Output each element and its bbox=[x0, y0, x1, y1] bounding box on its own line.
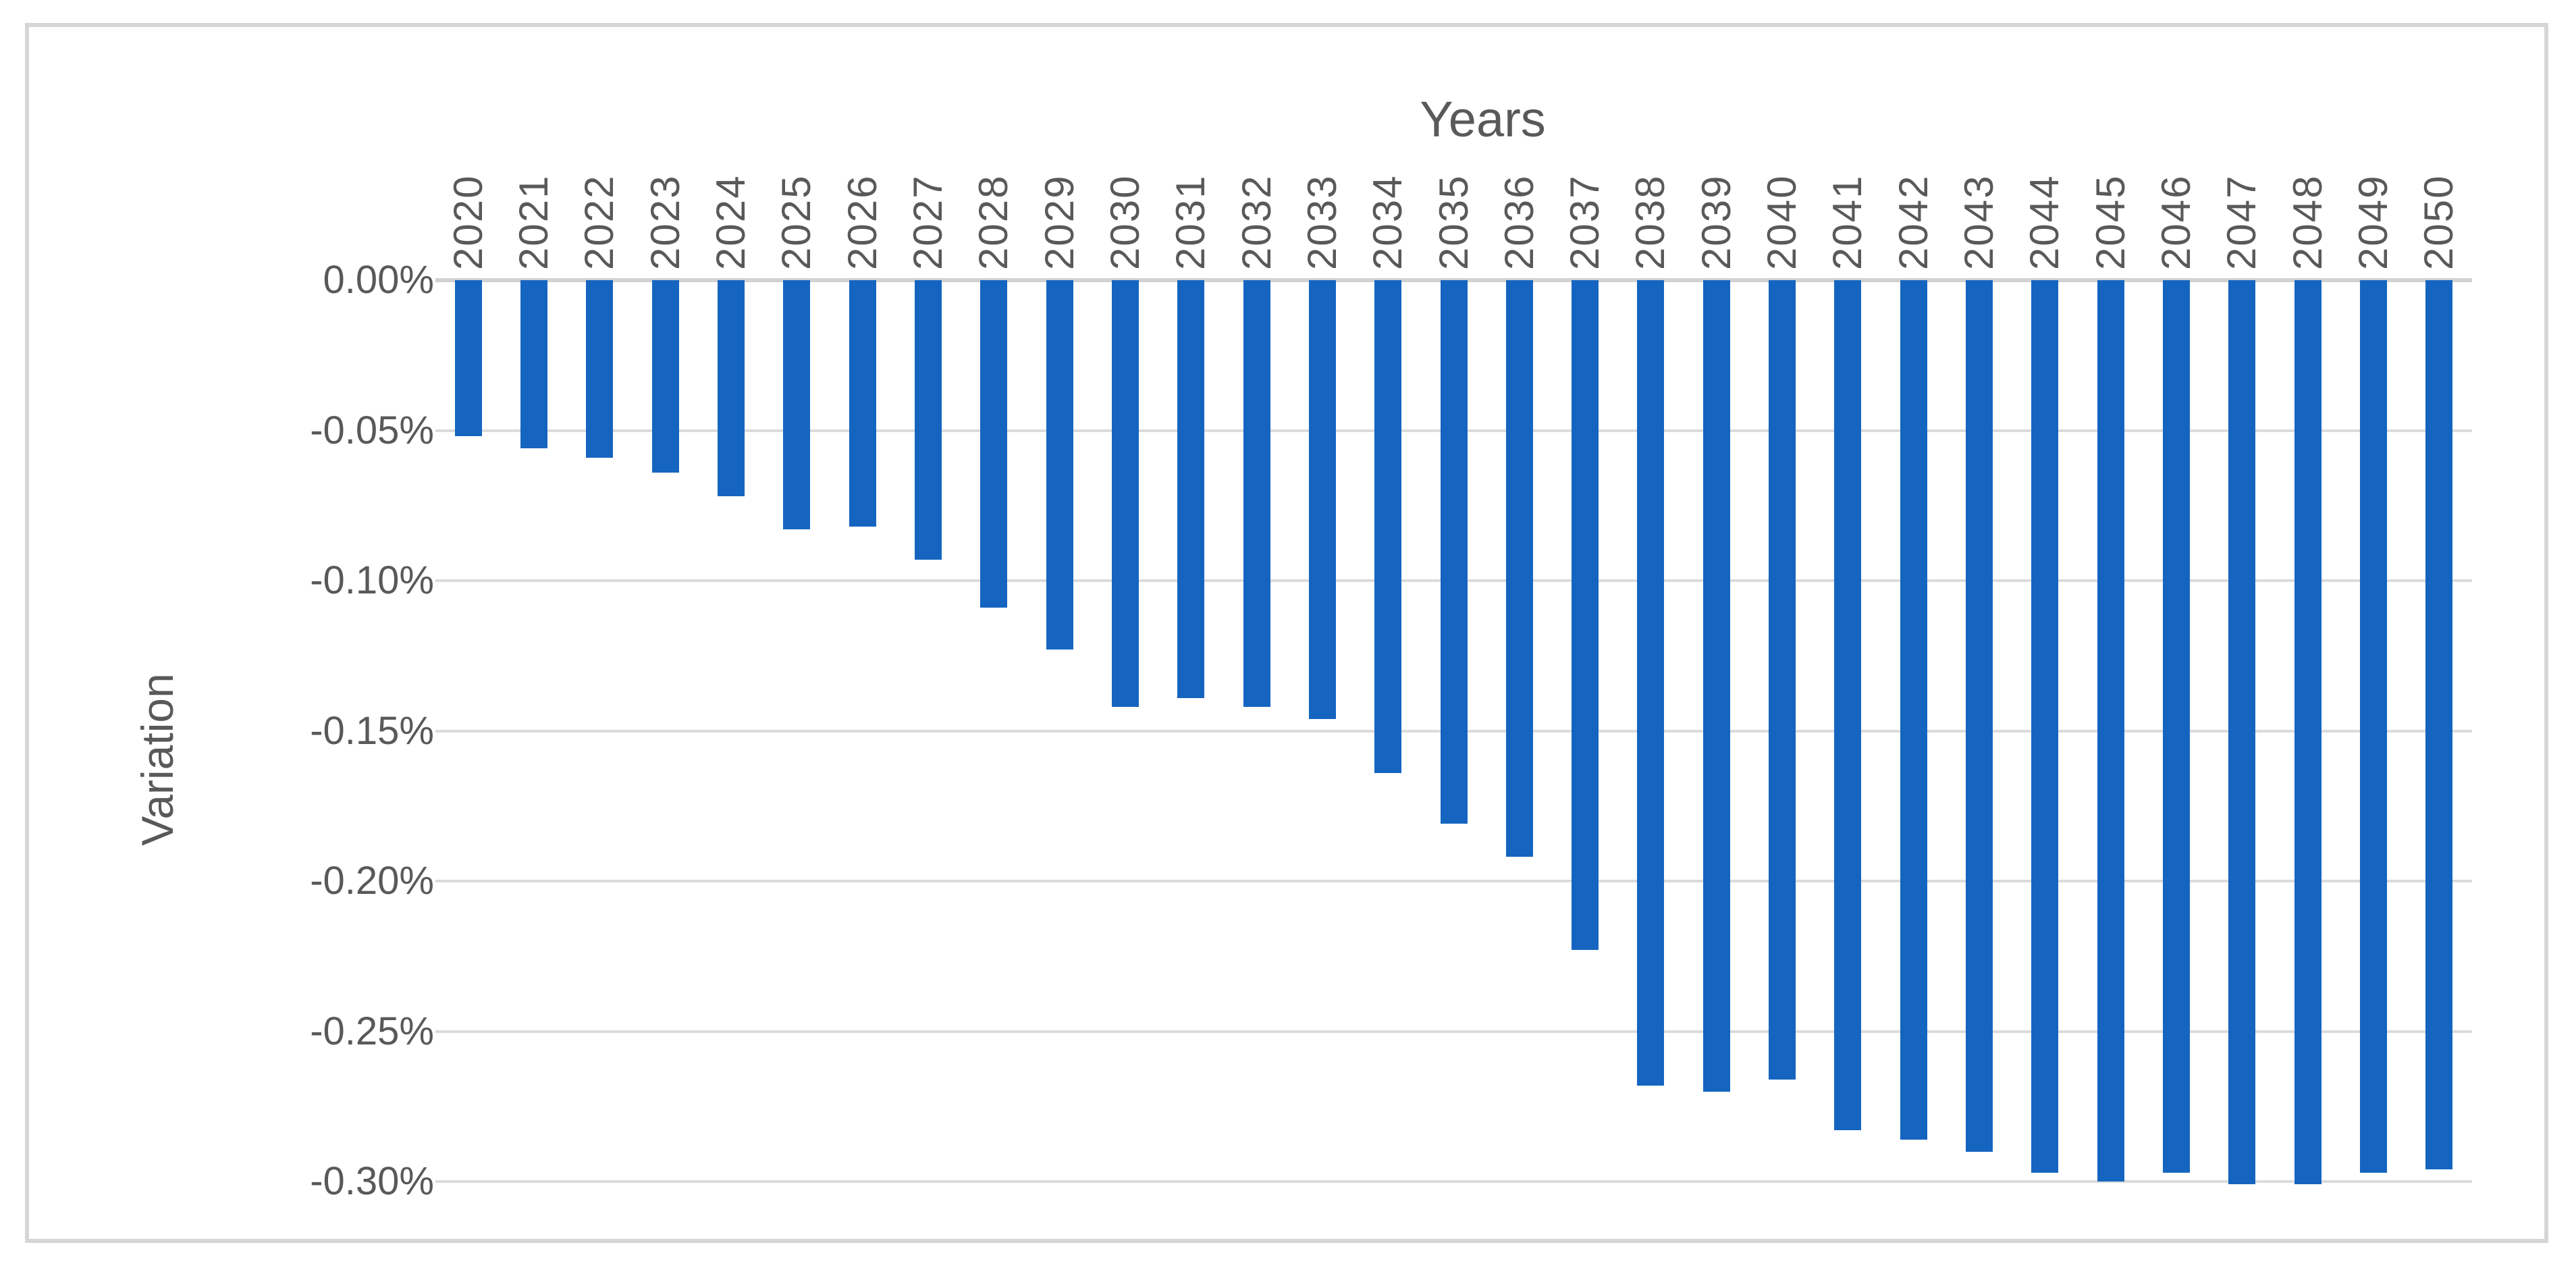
bar-2030 bbox=[1111, 280, 1139, 707]
x-tick-2042: 2042 bbox=[1890, 174, 1936, 270]
bar-2041 bbox=[1834, 280, 1862, 1131]
x-tick-2044: 2044 bbox=[2022, 174, 2068, 270]
bar-2031 bbox=[1177, 280, 1205, 698]
x-tick-2027: 2027 bbox=[905, 174, 950, 270]
gridline--0.20% bbox=[435, 880, 2472, 882]
x-tick-2030: 2030 bbox=[1102, 174, 1148, 270]
y-tick--0.05%: -0.05% bbox=[310, 408, 434, 452]
y-axis-title: Variation bbox=[132, 673, 182, 846]
bar-2035 bbox=[1440, 280, 1468, 824]
bar-2039 bbox=[1702, 280, 1730, 1092]
x-tick-2026: 2026 bbox=[839, 174, 885, 270]
bar-2037 bbox=[1572, 280, 1599, 951]
y-tick--0.30%: -0.30% bbox=[310, 1159, 434, 1203]
x-tick-2032: 2032 bbox=[1233, 174, 1279, 270]
x-tick-2045: 2045 bbox=[2087, 174, 2133, 270]
bar-2044 bbox=[2031, 280, 2059, 1173]
x-tick-2040: 2040 bbox=[1759, 174, 1805, 270]
bar-2029 bbox=[1046, 280, 1073, 650]
bar-2049 bbox=[2360, 280, 2388, 1173]
x-tick-2046: 2046 bbox=[2153, 174, 2199, 270]
bar-2033 bbox=[1308, 280, 1336, 719]
bar-2036 bbox=[1505, 280, 1533, 857]
bar-2020 bbox=[454, 280, 482, 437]
x-tick-2037: 2037 bbox=[1562, 174, 1608, 270]
gridline--0.25% bbox=[435, 1030, 2472, 1033]
x-tick-2048: 2048 bbox=[2284, 174, 2330, 270]
y-tick--0.20%: -0.20% bbox=[310, 859, 434, 903]
bar-2028 bbox=[980, 280, 1008, 608]
x-tick-2025: 2025 bbox=[774, 174, 820, 270]
x-tick-2039: 2039 bbox=[1693, 174, 1739, 270]
bar-2046 bbox=[2163, 280, 2191, 1173]
bar-2038 bbox=[1637, 280, 1665, 1086]
bar-2023 bbox=[651, 280, 679, 473]
bar-2024 bbox=[717, 280, 745, 497]
x-tick-2043: 2043 bbox=[1956, 174, 2002, 270]
y-tick-0.00%: 0.00% bbox=[323, 258, 434, 302]
y-tick--0.15%: -0.15% bbox=[310, 708, 434, 753]
bar-2045 bbox=[2097, 280, 2124, 1182]
x-tick-2024: 2024 bbox=[707, 174, 753, 270]
x-tick-2047: 2047 bbox=[2219, 174, 2265, 270]
bar-2025 bbox=[783, 280, 811, 530]
bar-2034 bbox=[1374, 280, 1402, 773]
x-tick-2033: 2033 bbox=[1299, 174, 1345, 270]
x-tick-2050: 2050 bbox=[2416, 174, 2462, 270]
gridline--0.30% bbox=[435, 1180, 2472, 1183]
x-tick-2031: 2031 bbox=[1168, 174, 1214, 270]
x-axis-title: Years bbox=[1420, 91, 1546, 147]
chart-frame: Years Variation 0.00% -0.05% -0.10% -0.15% -… bbox=[25, 23, 2548, 1243]
bar-2032 bbox=[1243, 280, 1270, 707]
bar-2042 bbox=[1900, 280, 1927, 1140]
x-tick-2029: 2029 bbox=[1036, 174, 1082, 270]
x-tick-2036: 2036 bbox=[1496, 174, 1542, 270]
x-tick-2020: 2020 bbox=[445, 174, 491, 270]
x-tick-2038: 2038 bbox=[1628, 174, 1673, 270]
x-tick-2028: 2028 bbox=[971, 174, 1017, 270]
bar-2022 bbox=[586, 280, 614, 458]
bar-2040 bbox=[1769, 280, 1796, 1080]
bar-2027 bbox=[914, 280, 942, 560]
y-tick--0.10%: -0.10% bbox=[310, 558, 434, 602]
x-tick-2022: 2022 bbox=[576, 174, 622, 270]
x-tick-2049: 2049 bbox=[2351, 174, 2396, 270]
bar-2047 bbox=[2228, 280, 2256, 1185]
bar-2043 bbox=[1966, 280, 1993, 1152]
bar-2050 bbox=[2425, 280, 2453, 1170]
x-tick-2034: 2034 bbox=[1365, 174, 1411, 270]
x-tick-2041: 2041 bbox=[1825, 174, 1871, 270]
x-tick-2035: 2035 bbox=[1430, 174, 1476, 270]
x-tick-2021: 2021 bbox=[510, 174, 556, 270]
y-tick--0.25%: -0.25% bbox=[310, 1009, 434, 1053]
x-tick-2023: 2023 bbox=[642, 174, 688, 270]
bar-2026 bbox=[849, 280, 876, 527]
bar-2048 bbox=[2294, 280, 2322, 1185]
bar-2021 bbox=[520, 280, 547, 449]
